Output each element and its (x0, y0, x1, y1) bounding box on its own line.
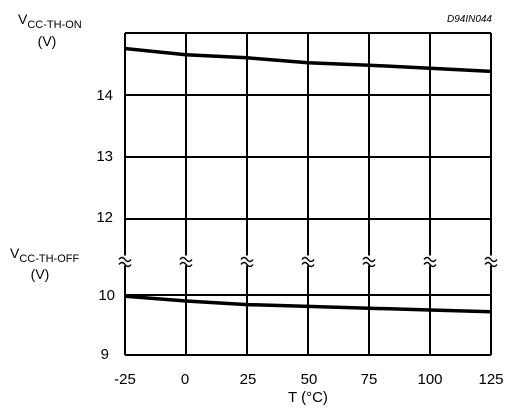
y-label-off-main: V (10, 245, 20, 261)
axis-break-mark-top-100 (423, 256, 437, 263)
axis-break-mark-top-125 (484, 256, 498, 263)
y-label-on-main: V (18, 11, 28, 27)
y-tick-13: 13 (96, 148, 113, 165)
axis-break-mark-bottom-50 (301, 261, 315, 268)
grid (124, 32, 492, 356)
axis-break-mark-bottom-100 (423, 261, 437, 268)
axis-break-mark-bottom--25 (118, 261, 132, 268)
axis-break-mark-top-50 (301, 256, 315, 263)
y-tick-10: 10 (98, 287, 115, 304)
y-label-off-sub: CC-TH-OFF (19, 253, 79, 265)
y-label-off: VCC-TH-OFF (10, 245, 79, 265)
axis-break-mark-bottom-0 (179, 261, 193, 268)
axis-break-mark-top-75 (362, 256, 376, 263)
y-label-on-unit: (V) (38, 33, 57, 49)
axis-break-mark-bottom-75 (362, 261, 376, 268)
axis-break-mark-top-0 (179, 256, 193, 263)
series-line-on (124, 46, 492, 74)
y-tick-14: 14 (96, 87, 113, 104)
chart-code: D94IN044 (447, 14, 492, 25)
series-line-off (124, 294, 492, 314)
x-tick-125: 125 (478, 371, 503, 388)
y-tick-12: 12 (96, 209, 113, 226)
y-label-on: VCC-TH-ON (18, 11, 82, 31)
axis-break-mark-top-25 (240, 256, 254, 263)
x-tick-75: 75 (361, 371, 378, 388)
axis-break-mark-bottom-25 (240, 261, 254, 268)
y-label-off-unit: (V) (31, 266, 50, 282)
curves (124, 46, 492, 314)
x-tick-100: 100 (417, 371, 442, 388)
axis-breaks (118, 255, 498, 268)
x-axis-label: T (°C) (288, 389, 328, 406)
x-tick--25: -25 (114, 371, 136, 388)
y-tick-9: 9 (101, 346, 109, 363)
x-tick-25: 25 (240, 371, 257, 388)
x-tick-0: 0 (181, 371, 189, 388)
x-tick-50: 50 (301, 371, 318, 388)
y-label-on-sub: CC-TH-ON (27, 19, 81, 31)
axis-break-mark-bottom-125 (484, 261, 498, 268)
axis-break-mark-top--25 (118, 256, 132, 263)
